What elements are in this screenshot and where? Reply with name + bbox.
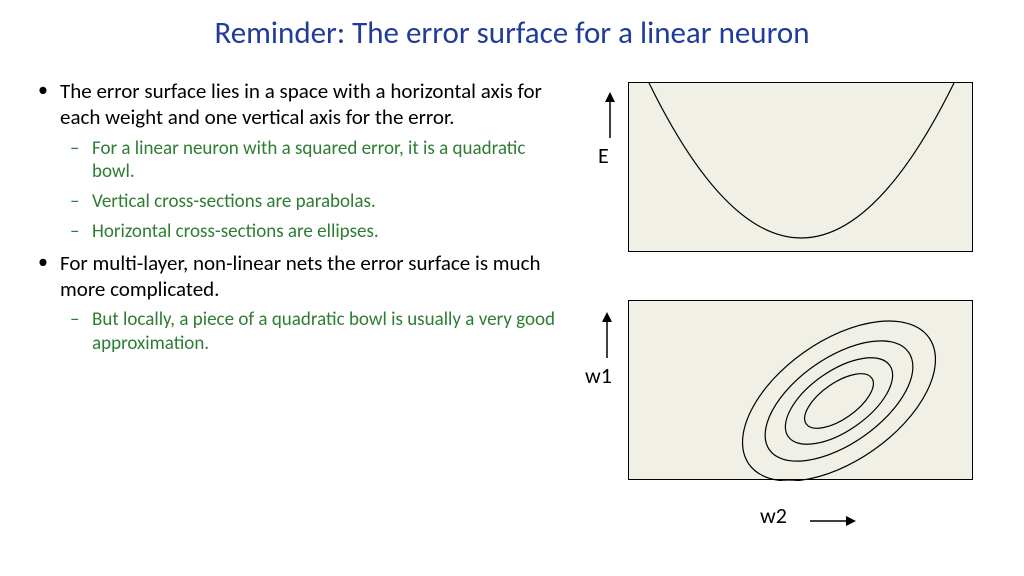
bullet-level-2: But locally, a piece of a quadratic bowl… bbox=[30, 308, 570, 356]
axis-label-w2: w2 bbox=[760, 502, 787, 529]
ellipse-contours bbox=[629, 301, 974, 481]
bullet-level-1: The error surface lies in a space with a… bbox=[30, 78, 570, 131]
parabola-figure bbox=[628, 82, 973, 252]
slide-title: Reminder: The error surface for a linear… bbox=[0, 0, 1024, 52]
axis-label-w1: w1 bbox=[585, 362, 612, 389]
arrow-up-icon bbox=[600, 312, 614, 360]
parabola-curve bbox=[629, 83, 974, 253]
axis-label-e: E bbox=[598, 142, 609, 169]
bullet-level-2: For a linear neuron with a squared error… bbox=[30, 137, 570, 185]
bullet-list: The error surface lies in a space with a… bbox=[30, 78, 570, 362]
bullet-level-2: Vertical cross-sections are parabolas. bbox=[30, 190, 570, 214]
arrow-right-icon bbox=[810, 514, 858, 528]
bullet-level-1: For multi-layer, non-linear nets the err… bbox=[30, 250, 570, 303]
bullet-level-2: Horizontal cross-sections are ellipses. bbox=[30, 220, 570, 244]
ellipse-figure bbox=[628, 300, 973, 480]
arrow-up-icon bbox=[603, 92, 617, 140]
